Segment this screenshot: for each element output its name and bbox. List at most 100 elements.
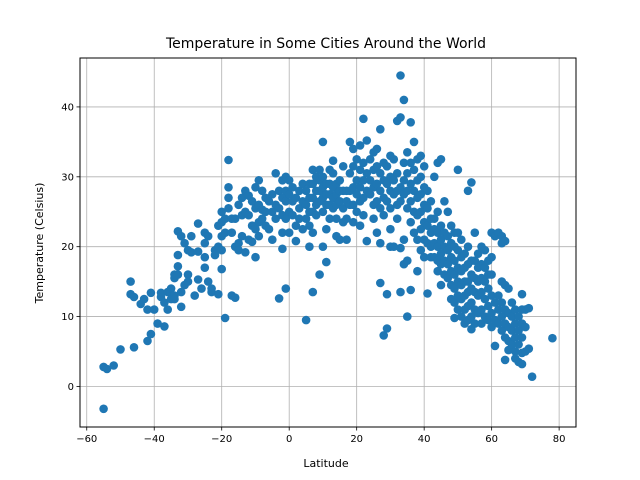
- data-points: [99, 71, 557, 414]
- data-point: [359, 158, 368, 168]
- data-point: [247, 197, 257, 206]
- data-point: [156, 288, 166, 298]
- data-point: [433, 207, 443, 217]
- data-point: [467, 312, 476, 321]
- data-point: [328, 156, 338, 165]
- data-point: [146, 288, 156, 298]
- data-point: [355, 141, 365, 150]
- data-point: [473, 249, 483, 258]
- data-point: [318, 172, 328, 182]
- x-axis-label: Latitude: [303, 457, 349, 470]
- data-point: [355, 183, 365, 192]
- data-point: [193, 247, 203, 256]
- data-point: [376, 125, 385, 134]
- data-point: [392, 214, 402, 223]
- data-point: [298, 224, 308, 234]
- data-point: [234, 200, 243, 210]
- data-point: [389, 242, 399, 251]
- data-point: [470, 256, 480, 266]
- data-point: [443, 245, 453, 255]
- data-point: [403, 169, 412, 178]
- data-point: [396, 197, 405, 206]
- data-point: [342, 214, 351, 223]
- data-point: [359, 193, 368, 203]
- data-point: [173, 270, 183, 279]
- data-point: [376, 238, 385, 248]
- data-point: [403, 312, 412, 321]
- data-point: [193, 275, 203, 284]
- data-point: [264, 197, 274, 206]
- data-point: [187, 248, 196, 257]
- data-point: [173, 250, 183, 260]
- data-point: [484, 284, 493, 293]
- data-point: [372, 228, 382, 237]
- data-point: [457, 235, 466, 244]
- data-point: [173, 262, 183, 271]
- data-point: [139, 294, 149, 304]
- data-point: [494, 319, 503, 328]
- data-point: [517, 333, 527, 342]
- data-point: [480, 263, 490, 273]
- data-point: [416, 172, 426, 182]
- data-point: [264, 224, 274, 234]
- data-point: [463, 242, 473, 251]
- data-point: [403, 256, 412, 266]
- data-point: [416, 151, 426, 161]
- y-tick-label: 0: [68, 382, 74, 393]
- data-point: [460, 249, 470, 258]
- data-point: [484, 301, 493, 311]
- data-point: [308, 193, 318, 203]
- data-point: [281, 284, 291, 293]
- data-point: [430, 172, 439, 182]
- data-point: [332, 214, 341, 223]
- data-point: [514, 312, 523, 321]
- data-point: [271, 169, 281, 178]
- data-point: [382, 324, 392, 333]
- data-point: [507, 326, 517, 335]
- data-point: [416, 207, 426, 217]
- data-point: [305, 242, 314, 251]
- data-point: [355, 165, 365, 175]
- data-point: [268, 235, 277, 244]
- x-tick-label: −40: [144, 434, 165, 445]
- data-point: [220, 214, 230, 223]
- data-point: [487, 270, 496, 279]
- data-point: [349, 183, 358, 192]
- data-point: [308, 165, 318, 175]
- x-tick-label: 40: [418, 434, 431, 445]
- data-point: [251, 224, 260, 234]
- data-point: [514, 340, 523, 349]
- data-point: [126, 277, 135, 286]
- data-point: [281, 214, 291, 223]
- data-point: [325, 214, 335, 223]
- data-point: [450, 256, 459, 266]
- data-point: [396, 243, 405, 253]
- data-point: [176, 231, 186, 241]
- data-point: [308, 287, 318, 297]
- data-point: [365, 176, 375, 185]
- data-point: [224, 193, 233, 203]
- data-point: [224, 183, 233, 192]
- data-point: [423, 204, 432, 213]
- plot-frame: [79, 57, 577, 428]
- data-point: [183, 270, 193, 279]
- data-point: [234, 238, 243, 248]
- data-point: [440, 197, 449, 206]
- data-point: [389, 176, 399, 185]
- data-point: [170, 294, 179, 304]
- data-point: [396, 113, 405, 122]
- data-point: [406, 118, 416, 127]
- data-point: [274, 204, 284, 213]
- data-point: [274, 186, 284, 196]
- data-point: [274, 294, 284, 303]
- data-point: [419, 162, 429, 171]
- data-point: [315, 165, 324, 175]
- data-point: [308, 228, 318, 237]
- data-point: [143, 336, 152, 346]
- data-point: [230, 214, 240, 223]
- data-point: [268, 190, 277, 199]
- data-point: [244, 210, 253, 220]
- data-point: [504, 284, 513, 293]
- data-point: [197, 284, 206, 293]
- data-point: [382, 162, 392, 171]
